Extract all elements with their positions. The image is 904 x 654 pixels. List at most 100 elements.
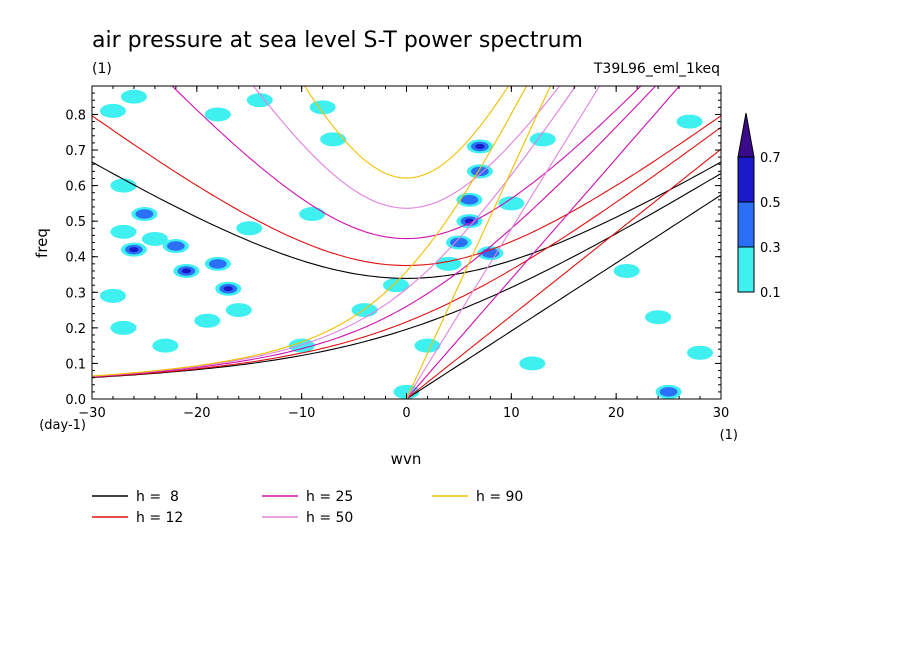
x-tick-label: 10 <box>503 406 520 421</box>
colorbar-label: 0.5 <box>760 196 781 211</box>
x-tick-label: −10 <box>288 406 315 421</box>
power-blob <box>173 263 200 278</box>
power-blob-level <box>613 263 640 278</box>
colorbar: 0.1 0.3 0.5 0.7 <box>737 112 781 301</box>
kelvin-curve <box>406 194 721 399</box>
chart-title: air pressure at sea level S-T power spec… <box>92 28 583 53</box>
y-tick-label: 0.6 <box>65 180 86 195</box>
power-blob <box>299 207 326 222</box>
dispersion-curve <box>92 115 721 267</box>
colorbar-swatch <box>737 201 755 248</box>
dispersion-curve <box>92 86 577 377</box>
power-blob-level <box>141 231 168 246</box>
power-blob <box>456 214 483 229</box>
power-blob-level <box>167 241 185 251</box>
colorbar-swatch <box>737 156 755 203</box>
y-tick-label: 0.3 <box>65 286 86 301</box>
dispersion-curves <box>92 86 721 399</box>
y-tick-label: 0.0 <box>65 393 86 408</box>
power-blob <box>99 103 126 118</box>
kelvin-curve <box>406 86 681 399</box>
dispersion-curve <box>303 86 510 179</box>
power-blob-level <box>471 166 489 177</box>
power-blob-level <box>181 268 192 274</box>
power-blob-level <box>450 237 468 248</box>
power-blob-level <box>110 224 137 239</box>
power-blob <box>194 313 221 328</box>
kelvin-curve <box>405 86 551 399</box>
colorbar-label: 0.7 <box>760 151 781 166</box>
power-blob-level <box>246 93 273 108</box>
power-contours <box>99 89 714 399</box>
power-blob <box>120 89 147 104</box>
power-blob <box>110 320 137 335</box>
power-blob <box>131 207 158 222</box>
y-axis-label: freq <box>33 228 51 258</box>
dispersion-curve <box>92 173 721 379</box>
legend-label: h = 25 <box>306 489 353 505</box>
power-blob <box>110 224 137 239</box>
dispersion-curve <box>252 86 561 209</box>
y-unit-label: (day-1) <box>39 418 86 433</box>
legend: h = 8 h = 12 h = 25 h = 50 h = 90 <box>92 489 523 526</box>
power-blob-level <box>204 107 231 122</box>
power-blob-level <box>645 310 672 325</box>
legend-label: h = 12 <box>136 510 183 526</box>
colorbar-label: 0.1 <box>760 286 781 301</box>
power-blob <box>613 263 640 278</box>
x-tick-label: 20 <box>608 406 625 421</box>
power-blob-level <box>152 338 179 353</box>
kelvin-curve <box>406 148 721 399</box>
power-blob-level <box>659 387 678 397</box>
power-blob-level <box>129 247 139 253</box>
colorbar-arrow <box>737 112 755 158</box>
power-blob-level <box>529 132 556 147</box>
kelvin-curve <box>406 86 601 399</box>
power-blob-level <box>208 259 227 269</box>
power-blob <box>320 132 347 147</box>
y-tick-label: 0.4 <box>65 251 86 266</box>
title-unit: (1) <box>92 61 112 77</box>
power-blob <box>225 303 252 318</box>
power-blob <box>655 384 682 399</box>
power-blob-level <box>223 286 233 292</box>
dispersion-curve <box>92 86 657 378</box>
power-blob-level <box>676 114 703 129</box>
power-blob <box>414 338 441 353</box>
power-blob-level <box>135 209 154 219</box>
legend-label: h = 8 <box>136 489 179 505</box>
power-blob <box>288 338 315 353</box>
power-blob <box>676 114 703 129</box>
x-tick-label: −20 <box>183 406 210 421</box>
power-blob <box>466 139 493 154</box>
dispersion-curve <box>171 86 642 240</box>
dispersion-curve <box>92 126 721 378</box>
power-blob <box>120 242 147 257</box>
power-blob <box>152 338 179 353</box>
power-blob <box>519 356 546 371</box>
x-axis-label: wvn <box>391 450 422 468</box>
power-blob-level <box>225 303 252 318</box>
power-blob-level <box>299 207 326 222</box>
dispersion-curve <box>92 161 721 279</box>
power-blob <box>529 132 556 147</box>
power-blob <box>141 231 168 246</box>
power-blob-level <box>99 103 126 118</box>
power-blob-level <box>519 356 546 371</box>
power-blob-level <box>110 178 137 193</box>
x-tick-label: −30 <box>78 406 105 421</box>
power-blob-level <box>320 132 347 147</box>
power-blob-level <box>414 338 441 353</box>
axis-ticks: −30 −20 −10 0 10 20 30 0.0 0.1 0.2 0.3 0.4 0.5 0.6 0.7… <box>65 86 729 421</box>
power-blob-level <box>288 338 315 353</box>
power-blob-level <box>236 221 263 236</box>
power-blob-level <box>110 320 137 335</box>
power-blob <box>236 221 263 236</box>
power-blob <box>246 93 273 108</box>
colorbar-swatch <box>737 246 755 293</box>
power-blob-level <box>460 195 479 205</box>
y-tick-label: 0.7 <box>65 144 86 159</box>
power-blob-level <box>120 89 147 104</box>
x-tick-label: 30 <box>713 406 730 421</box>
power-blob <box>99 288 126 303</box>
